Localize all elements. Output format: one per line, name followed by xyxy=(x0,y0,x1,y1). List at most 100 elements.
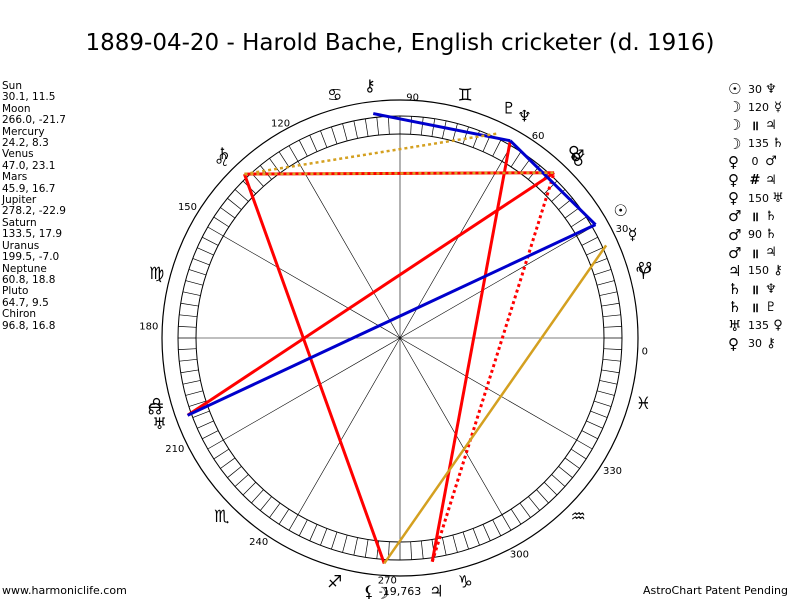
aspect-list: ☉ 30 ♆ ☽ 120 ☿ ☽ ॥ ♃ ☽ 135 ♄ ♀ 0 ♂ ♀ # ♃ ♀ 150 ♅ ♂ ॥ ♄ ♂ 90 ♄ ♂ ॥ ♃ ♃ 1… xyxy=(728,80,787,353)
tick-mark xyxy=(586,420,603,429)
tick-mark xyxy=(353,120,358,139)
aspect-line-gold xyxy=(383,244,608,565)
aspect-row: ♀ 30 ⚷ xyxy=(728,335,787,353)
tick-mark xyxy=(501,514,512,531)
position-value: 278.2, -22.9 xyxy=(2,205,66,218)
aspect-planet-2-icon: ♄ xyxy=(765,208,777,224)
spoke-line xyxy=(399,161,503,339)
tick-mark xyxy=(599,291,618,296)
tick-mark xyxy=(602,358,621,362)
tick-mark xyxy=(179,314,198,318)
tick-mark xyxy=(192,410,210,418)
planet-glyphs: ☉ ☽ ☿ ♀♂ ♃ ♄ ♅ ♆♇ ⚷ ☊ ☋ ⚸ xyxy=(148,76,652,600)
tick-mark xyxy=(242,482,256,496)
patent-notice: AstroChart Patent Pending xyxy=(642,584,788,597)
aspect-row: ♅ 135 ♀ xyxy=(728,316,787,335)
aspect-planet-2-icon: ♆ xyxy=(765,281,777,297)
tick-mark xyxy=(492,140,502,157)
tick-mark xyxy=(593,269,612,276)
tick-mark xyxy=(576,439,593,450)
position-name: Neptune xyxy=(2,262,47,275)
tick-mark xyxy=(227,466,242,478)
aspect-planet-2-icon: ☿ xyxy=(774,99,782,115)
position-value: 96.8, 16.8 xyxy=(2,319,56,332)
tick-mark xyxy=(207,226,224,237)
aspect-type: ॥ xyxy=(751,246,759,262)
aspect-type: 30 xyxy=(748,337,762,351)
tick-mark xyxy=(213,216,230,228)
aspect-line-red xyxy=(186,171,555,417)
spoke-line xyxy=(297,337,401,515)
aspect-row: ♄ ॥ ♆ xyxy=(728,280,787,298)
position-name: Saturn xyxy=(2,216,37,229)
tick-mark xyxy=(207,439,224,450)
tick-mark xyxy=(462,126,469,145)
site-link[interactable]: www.harmoniclife.com xyxy=(2,584,127,597)
degree-label: 180 xyxy=(139,321,158,332)
tick-mark xyxy=(601,369,620,374)
tick-mark xyxy=(192,258,210,266)
aspect-planet-2-icon: ⚷ xyxy=(766,336,776,352)
lilith-icon: ⚸ xyxy=(363,582,375,600)
tick-mark xyxy=(234,474,249,487)
planet-positions: Sun 30.1, 11.5 Moon 266.0, -21.7 Mercury 24.2… xyxy=(2,80,66,332)
tick-mark xyxy=(260,165,272,180)
aspect-planet-2-icon: ♄ xyxy=(772,136,784,152)
tick-mark xyxy=(528,496,540,511)
tick-mark xyxy=(197,247,214,256)
aspect-planet-1-icon: ♂ xyxy=(728,225,742,244)
aspect-line-blue xyxy=(372,112,511,143)
aspect-type: 150 xyxy=(748,191,769,205)
tick-mark xyxy=(596,390,615,396)
zodiac-signs: ♈ ♉ ♊ ♋ ♌ ♍ ♎ ♏ ♐ ♑ ♒ ♓ xyxy=(149,86,651,593)
aspect-planet-1-icon: ♄ xyxy=(728,298,742,317)
sagittarius-icon: ♐ xyxy=(327,572,342,592)
aspect-row: ☉ 30 ♆ xyxy=(728,80,787,98)
tick-mark xyxy=(278,508,290,525)
tick-mark xyxy=(197,420,214,429)
tick-mark xyxy=(269,502,281,518)
scorpio-icon: ♏ xyxy=(214,507,229,527)
tick-mark xyxy=(182,380,201,385)
position-name: Sun xyxy=(2,80,22,92)
position-value: 266.0, -21.7 xyxy=(2,114,66,127)
position-name: Moon xyxy=(2,102,31,115)
aspect-row: ☽ ॥ ♃ xyxy=(728,116,787,134)
tick-mark xyxy=(551,474,566,487)
aspect-line-red xyxy=(244,171,555,176)
tick-mark xyxy=(202,430,219,440)
tick-mark xyxy=(182,291,201,296)
position-value: 60.8, 18.8 xyxy=(2,273,56,286)
aspect-planet-1-icon: ♅ xyxy=(728,316,742,335)
tick-mark xyxy=(442,120,447,139)
aspect-line-red xyxy=(243,173,386,564)
tick-mark xyxy=(180,369,199,374)
spoke-line xyxy=(399,337,577,441)
aspect-type: 30 xyxy=(748,82,762,96)
aspect-planet-1-icon: ☽ xyxy=(728,116,742,135)
tick-mark xyxy=(442,537,447,556)
position-name: Venus xyxy=(2,148,34,161)
degree-label: 210 xyxy=(165,444,184,455)
saturn-icon: ♄ xyxy=(217,144,231,163)
neptune-icon: ♆ xyxy=(517,106,531,125)
aspect-planet-1-icon: ♄ xyxy=(728,280,742,299)
position-name: Mars xyxy=(2,171,28,184)
spoke-line xyxy=(297,161,401,339)
tick-mark xyxy=(342,123,348,142)
aspect-planet-2-icon: ♆ xyxy=(765,81,777,97)
tick-mark xyxy=(342,534,348,553)
aspect-type: 0 xyxy=(751,155,759,169)
position-name: Jupiter xyxy=(2,194,37,207)
libra-icon: ♎ xyxy=(149,394,164,414)
aspect-type: ॥ xyxy=(751,210,759,226)
aspect-planet-1-icon: ♀ xyxy=(728,152,739,171)
aspect-line-gold xyxy=(244,132,497,176)
aspect-planet-2-icon: ⚷ xyxy=(773,263,783,279)
degree-label: 90 xyxy=(406,92,419,103)
aspect-type: ॥ xyxy=(751,283,759,299)
tick-mark xyxy=(596,280,615,286)
tick-mark xyxy=(388,116,390,135)
tick-mark xyxy=(602,314,621,318)
